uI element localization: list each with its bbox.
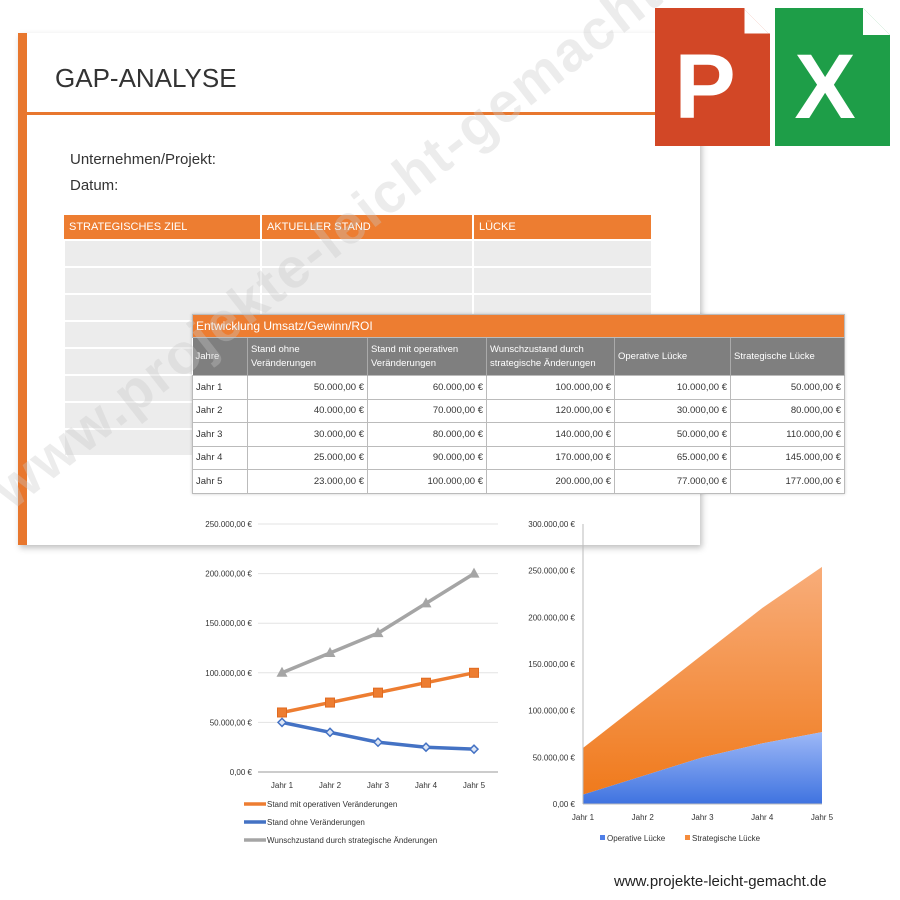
table-row: Jahr 2 40.000,00 €70.000,00 €120.000,00 €… — [192, 398, 845, 423]
data-point — [421, 677, 431, 688]
table-cell: 50.000,00 € — [247, 375, 368, 400]
area-strategische-luecke — [583, 566, 822, 795]
x-tick-label: Jahr 3 — [367, 781, 390, 790]
x-tick-label: Jahr 2 — [319, 781, 342, 790]
legend-swatch — [685, 835, 690, 840]
x-tick-label: Jahr 1 — [572, 813, 595, 822]
legend-label: Operative Lücke — [607, 834, 666, 843]
powerpoint-letter: P — [674, 36, 735, 138]
table-cell: 77.000,00 € — [614, 469, 731, 494]
table-cell: 30.000,00 € — [247, 422, 368, 447]
data-point — [373, 687, 383, 698]
table-cell: 177.000,00 € — [730, 469, 845, 494]
data-point — [420, 597, 432, 608]
data-point — [325, 697, 335, 708]
legend-label: Strategische Lücke — [692, 834, 761, 843]
table-row: Jahr 3 30.000,00 €80.000,00 €140.000,00 €… — [192, 422, 845, 447]
table-row: Jahr 4 25.000,00 €90.000,00 €170.000,00 €… — [192, 445, 845, 470]
table-cell: 60.000,00 € — [367, 375, 487, 400]
header-cell: Wunschzustand durch strategische Änderun… — [486, 337, 615, 376]
legend-label: Stand mit operativen Veränderungen — [267, 800, 397, 809]
x-tick-label: Jahr 4 — [751, 813, 774, 822]
excel-letter: X — [794, 36, 855, 138]
data-point — [276, 666, 288, 677]
y-tick-label: 150.000,00 € — [205, 619, 252, 628]
x-tick-label: Jahr 5 — [463, 781, 486, 790]
y-tick-label: 300.000,00 € — [528, 520, 575, 529]
table-cell: Jahr 1 — [192, 375, 248, 400]
table-cell: 170.000,00 € — [486, 445, 615, 470]
table-cell: 23.000,00 € — [247, 469, 368, 494]
powerpoint-logo: P — [655, 8, 770, 146]
table-cell: 80.000,00 € — [730, 398, 845, 423]
table-cell: 30.000,00 € — [614, 398, 731, 423]
y-tick-label: 50.000,00 € — [533, 753, 576, 762]
date-label: Datum: — [70, 177, 119, 194]
data-point — [468, 567, 480, 578]
table-cell: 100.000,00 € — [486, 375, 615, 400]
y-tick-label: 100.000,00 € — [205, 669, 252, 678]
table-cell: 25.000,00 € — [247, 445, 368, 470]
data-point — [468, 744, 480, 755]
table-cell: 65.000,00 € — [614, 445, 731, 470]
table-cell: 145.000,00 € — [730, 445, 845, 470]
table-cell: 110.000,00 € — [730, 422, 845, 447]
y-tick-label: 100.000,00 € — [528, 707, 575, 716]
table-cell: 50.000,00 € — [614, 422, 731, 447]
table-cell: 90.000,00 € — [367, 445, 487, 470]
col-strategic-goal: STRATEGISCHES ZIEL — [64, 215, 262, 240]
table-title: Entwicklung Umsatz/Gewinn/ROI — [192, 314, 845, 338]
table-row: Jahr 5 23.000,00 €100.000,00 €200.000,00 … — [192, 469, 845, 494]
table-cell: 120.000,00 € — [486, 398, 615, 423]
header-cell: Stand ohne Veränderungen — [247, 337, 368, 376]
table-cell: 40.000,00 € — [247, 398, 368, 423]
y-tick-label: 0,00 € — [553, 800, 576, 809]
data-point — [372, 627, 384, 638]
table-cell: 50.000,00 € — [730, 375, 845, 400]
header-cell: Operative Lücke — [614, 337, 731, 376]
legend-label: Stand ohne Veränderungen — [267, 818, 365, 827]
y-tick-label: 150.000,00 € — [528, 660, 575, 669]
header-cell: Stand mit operativen Veränderungen — [367, 337, 487, 376]
data-point — [277, 707, 287, 718]
title-divider — [27, 112, 700, 115]
table-cell: Jahr 2 — [192, 398, 248, 423]
y-tick-label: 250.000,00 € — [528, 567, 575, 576]
area-operative-luecke — [583, 732, 822, 804]
development-table: Entwicklung Umsatz/Gewinn/ROI Jahre Stan… — [192, 314, 845, 494]
legend-label: Wunschzustand durch strategische Änderun… — [267, 836, 437, 845]
col-current-state: AKTUELLER STAND — [261, 215, 474, 240]
x-tick-label: Jahr 2 — [632, 813, 655, 822]
table-row: Jahr 1 50.000,00 €60.000,00 €100.000,00 €… — [192, 375, 845, 400]
x-tick-label: Jahr 1 — [271, 781, 294, 790]
table-cell: 80.000,00 € — [367, 422, 487, 447]
table-cell: Jahr 5 — [192, 469, 248, 494]
y-tick-label: 200.000,00 € — [205, 570, 252, 579]
data-point — [276, 717, 288, 728]
data-point — [469, 667, 479, 678]
data-point — [420, 742, 432, 753]
header-cell: Jahre — [192, 337, 248, 376]
company-label: Unternehmen/Projekt: — [70, 151, 216, 168]
x-tick-label: Jahr 3 — [691, 813, 714, 822]
excel-logo: X — [775, 8, 890, 146]
x-tick-label: Jahr 5 — [811, 813, 834, 822]
document-title: GAP-ANALYSE — [55, 63, 237, 93]
data-point — [324, 727, 336, 738]
data-point — [372, 737, 384, 748]
legend-swatch — [600, 835, 605, 840]
footer-url: www.projekte-leicht-gemacht.de — [614, 873, 827, 890]
y-tick-label: 250.000,00 € — [205, 520, 252, 529]
header-cell: Strategische Lücke — [730, 337, 845, 376]
data-point — [324, 646, 336, 657]
y-tick-label: 50.000,00 € — [210, 718, 253, 727]
y-tick-label: 200.000,00 € — [528, 613, 575, 622]
x-tick-label: Jahr 4 — [415, 781, 438, 790]
table-cell: 200.000,00 € — [486, 469, 615, 494]
y-tick-label: 0,00 € — [230, 768, 253, 777]
table-cell: 140.000,00 € — [486, 422, 615, 447]
col-gap: LÜCKE — [473, 215, 653, 240]
